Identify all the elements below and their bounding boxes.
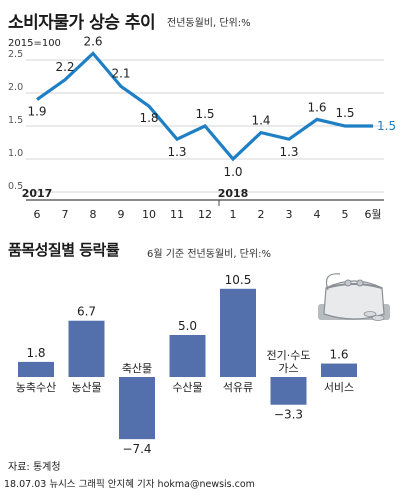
category-label: 축산물 xyxy=(122,362,152,375)
bar-chart: 1.8 농축수산 6.7 농산물 −7.4 축산물 5.0 수산물 10.5 석유류 −3.3 전기·… xyxy=(16,273,357,456)
x-tick-label: 9 xyxy=(118,208,125,221)
data-label: 1.5 xyxy=(377,119,396,133)
y-tick-label: 0.5 xyxy=(8,181,23,192)
x-tick-label: 2 xyxy=(258,208,265,221)
category-label: 농축수산 xyxy=(16,381,56,394)
x-tick-label: 4 xyxy=(314,208,321,221)
y-tick-label: 2.0 xyxy=(8,82,23,93)
bar xyxy=(68,320,105,377)
purse-knob-right xyxy=(356,279,364,287)
line-chart-title: 소비자물가 상승 추이 xyxy=(8,13,156,33)
bar-chart-subtitle: 6월 기준 전년동월비, 단위:% xyxy=(147,249,271,260)
data-label: 1.8 xyxy=(139,111,158,125)
x-tick-label: 3 xyxy=(286,208,293,221)
x-tick-label: 6 xyxy=(34,208,41,221)
data-label: −3.3 xyxy=(274,408,303,422)
coin xyxy=(371,315,385,321)
category-label: 수산물 xyxy=(172,381,202,394)
bar xyxy=(18,361,54,377)
data-label: 1.3 xyxy=(167,145,186,159)
purse-strap xyxy=(325,273,341,291)
data-label: 1.6 xyxy=(329,348,348,362)
year-label: 2018 xyxy=(218,187,249,200)
purse-clasp xyxy=(325,283,383,289)
x-tick-label: 1 xyxy=(230,208,237,221)
data-label: 5.0 xyxy=(178,319,197,333)
data-label: 1.3 xyxy=(279,145,298,159)
bar xyxy=(220,288,256,377)
purse-knob-left xyxy=(344,279,352,287)
bar xyxy=(169,335,206,377)
y-tick-label: 1.5 xyxy=(8,115,23,126)
y-tick-label: 2.5 xyxy=(8,49,23,60)
year-label: 2017 xyxy=(22,187,53,200)
x-tick-label: 7 xyxy=(62,208,69,221)
series-line xyxy=(36,51,373,162)
y-tick-label: 1.0 xyxy=(8,148,23,159)
base-label: 2015=100 xyxy=(8,38,61,49)
purse-body xyxy=(323,280,385,320)
coin-purse-illustration xyxy=(318,273,390,321)
data-label: 1.0 xyxy=(223,165,242,179)
category-label: 가스 xyxy=(278,362,298,375)
x-tick-label: 6월 xyxy=(364,208,381,221)
data-label: 6.7 xyxy=(77,305,96,319)
bar xyxy=(321,363,357,377)
data-label: 2.2 xyxy=(55,60,74,74)
category-label: 전기·수도 xyxy=(267,349,311,362)
line-chart-subtitle: 전년동월비, 단위:% xyxy=(167,18,251,29)
data-label: 1.8 xyxy=(26,346,45,360)
x-tick-label: 10 xyxy=(142,208,156,221)
data-label: 1.5 xyxy=(335,106,354,120)
data-label: 2.1 xyxy=(111,66,130,80)
category-label: 농산물 xyxy=(71,381,101,394)
data-label: 2.6 xyxy=(83,34,102,48)
data-label: 1.9 xyxy=(27,105,46,119)
data-label: 10.5 xyxy=(225,273,252,287)
data-label: 1.6 xyxy=(307,100,326,114)
data-label: −7.4 xyxy=(122,442,151,456)
x-tick-label: 8 xyxy=(90,208,97,221)
credit-line: 18.07.03 뉴시스 그래픽 안지혜 기자 hokma@newsis.com xyxy=(4,479,255,490)
category-label: 석유류 xyxy=(223,381,253,394)
bar xyxy=(270,377,307,405)
coin xyxy=(363,311,377,317)
category-label: 서비스 xyxy=(324,381,354,394)
data-label: 1.4 xyxy=(251,114,270,128)
bar xyxy=(119,377,155,440)
bar-chart-title: 품목성질별 등락률 xyxy=(8,241,120,259)
source-note: 자료: 통계청 xyxy=(8,462,61,473)
x-tick-label: 5 xyxy=(342,208,349,221)
data-label: 1.5 xyxy=(195,107,214,121)
x-tick-label: 11 xyxy=(170,208,184,221)
x-tick-label: 12 xyxy=(198,208,212,221)
